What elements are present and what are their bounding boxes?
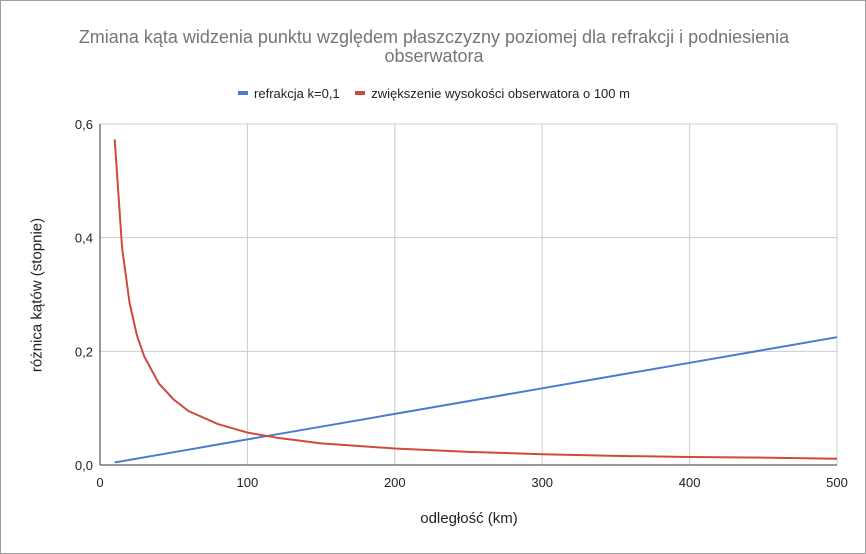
series-observer-height-line [113,139,838,460]
legend: refrakcja k=0,1 zwiększenie wysokości ob… [1,83,865,101]
chart-title-line1: Zmiana kąta widzenia punktu względem pła… [78,27,790,47]
x-tick-label: 100 [237,475,259,490]
legend-item-observer-height[interactable]: zwiększenie wysokości obserwatora o 100 … [355,86,630,101]
legend-swatch-red [355,91,366,95]
y-tick-label: 0,6 [75,117,93,132]
chart-title: Zmiana kąta widzenia punktu względem pła… [1,27,865,66]
y-axis-title: różnica kątów (stopnie) [28,217,46,373]
x-axis-title: odległość (km) [420,510,518,527]
y-tick-label: 0,4 [75,231,93,246]
series-refraction-line [114,336,838,464]
x-tick-label: 200 [384,475,406,490]
legend-label: zwiększenie wysokości obserwatora o 100 … [371,85,630,101]
x-tick-label: 300 [531,475,553,490]
x-tick-label: 400 [679,475,701,490]
legend-swatch-blue [238,91,249,95]
chart-title-line2: obserwatora [384,46,484,66]
y-tick-label: 0,2 [75,344,93,359]
legend-item-refraction[interactable]: refrakcja k=0,1 [238,86,340,101]
y-tick-label: 0,0 [75,458,93,473]
legend-label: refrakcja k=0,1 [254,85,340,101]
x-tick-label: 0 [96,475,103,490]
x-tick-label: 500 [826,475,848,490]
